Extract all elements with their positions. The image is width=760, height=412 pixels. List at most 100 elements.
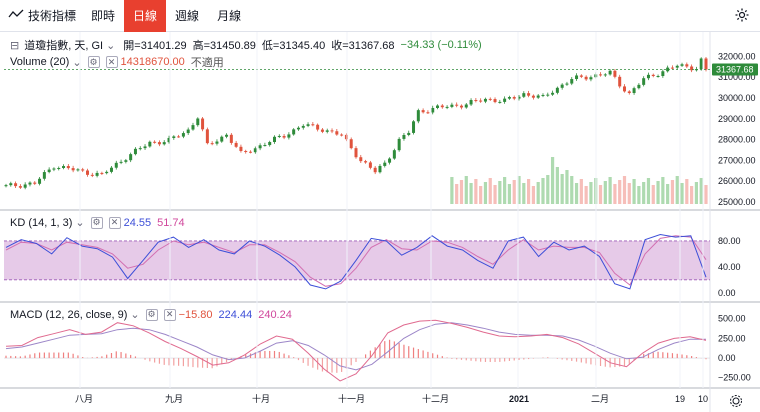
macd-hist-bar bbox=[451, 358, 453, 359]
candle bbox=[637, 83, 641, 90]
volume-bar bbox=[493, 185, 497, 204]
macd-hist-bar bbox=[623, 358, 626, 367]
macd-hist-bar bbox=[206, 358, 208, 369]
volume-bar bbox=[531, 186, 535, 204]
candle bbox=[177, 134, 181, 138]
candle-body bbox=[536, 95, 540, 98]
interval-monthly[interactable]: 月線 bbox=[217, 8, 242, 23]
candle-body bbox=[622, 86, 626, 92]
candle-body bbox=[685, 64, 689, 67]
candle-body bbox=[618, 76, 622, 87]
candle-body bbox=[646, 74, 650, 79]
macd-hist-bar bbox=[681, 354, 683, 359]
candle-body bbox=[627, 91, 631, 94]
volume-bar bbox=[498, 181, 502, 204]
candle-body bbox=[292, 129, 296, 135]
candle bbox=[210, 141, 214, 146]
close-icon[interactable]: ✕ bbox=[105, 56, 118, 68]
macd-hist-bar bbox=[585, 358, 587, 364]
indicators-button[interactable]: 技術指標 bbox=[0, 0, 82, 32]
candle-body bbox=[18, 186, 22, 188]
candle-body bbox=[503, 98, 507, 102]
volume-bar bbox=[541, 178, 545, 204]
candle-body bbox=[651, 74, 655, 77]
candle bbox=[383, 160, 387, 168]
macd-hist-bar bbox=[604, 358, 606, 367]
candle bbox=[272, 135, 276, 144]
candle-body bbox=[335, 131, 339, 135]
d-value: 51.74 bbox=[157, 216, 185, 229]
settings-icon[interactable]: ⚙ bbox=[145, 308, 158, 321]
volume-bar bbox=[536, 182, 540, 204]
candle-body bbox=[258, 145, 262, 149]
volume-bar bbox=[646, 178, 651, 204]
candle bbox=[651, 73, 655, 78]
close-icon[interactable]: ✕ bbox=[108, 216, 121, 229]
macd-hist-bar bbox=[691, 356, 693, 359]
macd-hist-bar bbox=[504, 358, 506, 362]
candle-body bbox=[349, 139, 353, 149]
candle-body bbox=[407, 132, 411, 135]
volume-bar bbox=[455, 184, 459, 204]
kd-tick-label: 40.00 bbox=[718, 262, 741, 272]
interval-realtime[interactable]: 即時 bbox=[91, 8, 116, 23]
macd-hist-bar bbox=[652, 352, 654, 359]
interval-weekly[interactable]: 週線 bbox=[175, 8, 200, 23]
candle-body bbox=[268, 142, 272, 146]
volume-bar bbox=[661, 177, 665, 204]
candles bbox=[4, 56, 708, 190]
candle-body bbox=[316, 124, 320, 130]
macd-hist-bar bbox=[283, 353, 285, 359]
macd-hist-bar bbox=[178, 358, 180, 366]
macd-hist-bar bbox=[24, 355, 26, 359]
high-value: 高=31450.89 bbox=[192, 40, 256, 52]
candle-body bbox=[344, 134, 348, 140]
volume-bar bbox=[670, 180, 675, 204]
macd-hist-bar bbox=[427, 351, 429, 359]
macd-hist-bar bbox=[518, 358, 520, 361]
candle-body bbox=[661, 71, 665, 77]
candle bbox=[311, 122, 315, 127]
chevron-down-icon[interactable]: ⌄ bbox=[75, 217, 85, 229]
candle bbox=[109, 165, 113, 174]
candle bbox=[153, 140, 157, 144]
macd-hist-bar bbox=[264, 350, 266, 359]
macd-hist-bar bbox=[326, 358, 328, 373]
macd-hist-bar bbox=[125, 353, 127, 359]
candle-body bbox=[42, 172, 46, 179]
interval-daily[interactable]: 日線 bbox=[124, 0, 167, 32]
candle-body bbox=[690, 66, 694, 71]
volume-bar bbox=[685, 179, 689, 204]
candle-body bbox=[459, 105, 463, 108]
chevron-down-icon[interactable]: ⌄ bbox=[130, 309, 140, 321]
macd-hist-bar bbox=[403, 344, 405, 359]
macd-hist-bar bbox=[686, 355, 688, 359]
toolbar: 技術指標 即時 日線 週線 月線 bbox=[0, 0, 760, 32]
chart-canvas[interactable]: 10 32000.00 31000.00 30000.00 29000.00 28000.… bbox=[0, 32, 760, 412]
candle-body bbox=[95, 172, 99, 176]
settings-icon[interactable]: ⚙ bbox=[90, 216, 103, 229]
volume-bar bbox=[642, 182, 646, 204]
candle-body bbox=[412, 121, 416, 133]
macd-hist-bar bbox=[91, 357, 93, 359]
macd-hist-bar bbox=[575, 358, 578, 362]
collapse-icon[interactable]: ⊟ bbox=[10, 39, 20, 52]
macd-hist-bar bbox=[355, 358, 357, 362]
settings-icon[interactable]: ⚙ bbox=[87, 56, 100, 68]
candle-body bbox=[33, 182, 37, 184]
gear-icon[interactable] bbox=[734, 7, 750, 28]
candle-body bbox=[325, 130, 329, 132]
candle-body bbox=[699, 58, 703, 70]
chevron-down-icon[interactable]: ⌄ bbox=[106, 39, 116, 52]
volume-bar bbox=[651, 185, 655, 204]
candle bbox=[632, 86, 636, 95]
macd-hist-bar bbox=[120, 352, 122, 359]
chart-area[interactable]: 10 32000.00 31000.00 30000.00 29000.00 28000.… bbox=[0, 32, 760, 412]
candle-body bbox=[282, 135, 286, 138]
candle-body bbox=[109, 167, 113, 172]
close-icon[interactable]: ✕ bbox=[163, 308, 176, 321]
chevron-down-icon[interactable]: ⌄ bbox=[72, 56, 82, 69]
candle bbox=[642, 76, 646, 87]
candle bbox=[536, 94, 540, 99]
candle-body bbox=[416, 110, 420, 122]
